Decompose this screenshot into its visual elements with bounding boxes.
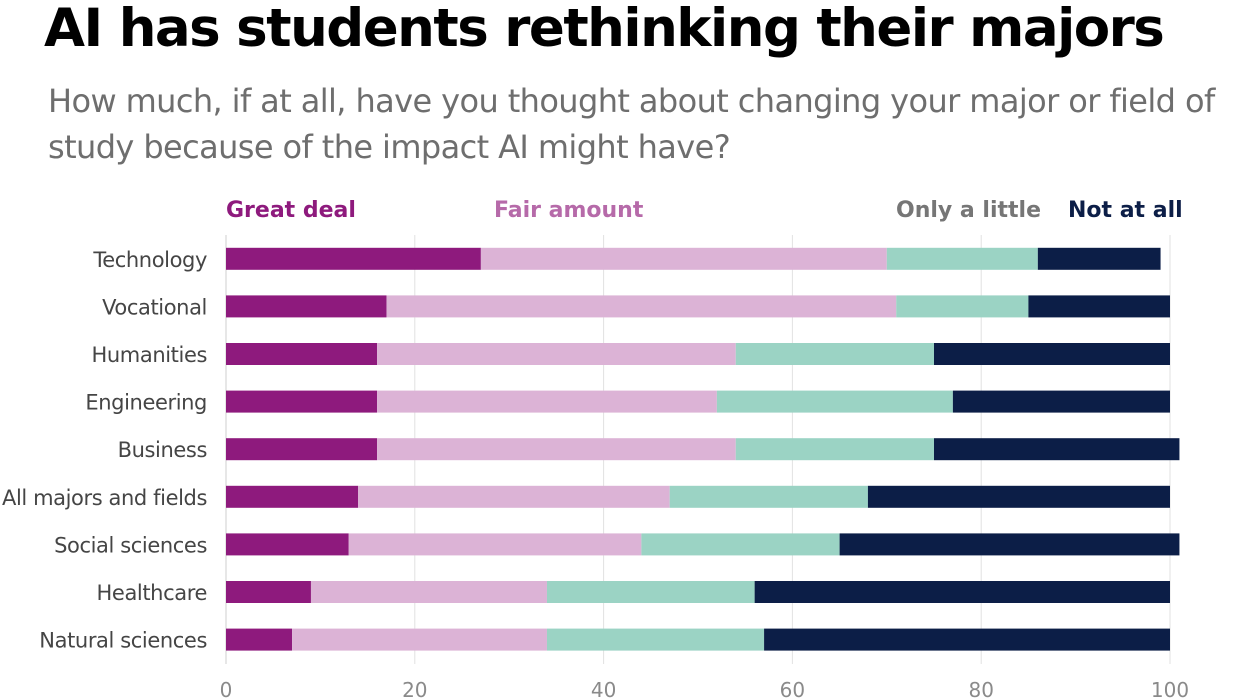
category-label: All majors and fields <box>2 486 207 510</box>
category-label: Technology <box>92 248 207 272</box>
bar-segment <box>546 628 765 651</box>
category-label: Social sciences <box>54 533 207 557</box>
bar-segment <box>377 438 736 461</box>
bar-segment <box>292 628 547 651</box>
bar-segment <box>226 628 293 651</box>
category-label: Healthcare <box>97 581 207 605</box>
bar-segment <box>934 438 1180 461</box>
bar-segment <box>226 390 378 413</box>
bar-segment <box>377 343 736 365</box>
bar-segment <box>226 295 387 318</box>
x-tick-label: 100 <box>1151 678 1189 700</box>
bar-segment <box>669 485 868 508</box>
bar-segment <box>226 343 378 365</box>
bar-segment <box>952 390 1170 413</box>
category-label: Business <box>118 438 207 462</box>
x-tick-label: 80 <box>968 678 993 700</box>
bar-segment <box>641 533 840 556</box>
category-label: Vocational <box>102 295 207 319</box>
bar-segment <box>377 390 717 413</box>
x-tick-label: 0 <box>220 678 233 700</box>
bar-segment <box>226 438 378 461</box>
bar-segment <box>348 533 642 556</box>
bar-segment <box>480 247 887 270</box>
bar-segment <box>764 628 1170 651</box>
bar-segment <box>886 247 1038 270</box>
legend-label: Only a little <box>896 198 1041 223</box>
bar-segment <box>716 390 953 413</box>
bar-segment <box>546 581 755 603</box>
bar-segment <box>896 295 1029 318</box>
bar-segment <box>867 485 1170 508</box>
bar-segment <box>1037 247 1161 270</box>
bar-segment <box>386 295 897 318</box>
chart-title: AI has students rethinking their majors <box>44 0 1165 59</box>
category-label: Natural sciences <box>39 629 207 653</box>
bar-segment <box>839 533 1180 556</box>
bar-segment <box>226 533 349 556</box>
bar-segment <box>226 247 481 270</box>
bar-segment <box>226 581 311 603</box>
legend-label: Fair amount <box>494 198 644 223</box>
x-tick-label: 40 <box>591 678 616 700</box>
x-tick-label: 60 <box>780 678 805 700</box>
bar-segment <box>934 343 1170 365</box>
category-label: Humanities <box>92 343 208 367</box>
bar-segment <box>735 438 934 461</box>
bar-segment <box>226 485 359 508</box>
chart-subtitle: How much, if at all, have you thought ab… <box>48 82 1215 166</box>
bar-segment <box>754 581 1170 603</box>
legend-label: Not at all <box>1068 198 1183 223</box>
x-tick-label: 20 <box>402 678 427 700</box>
legend-label: Great deal <box>226 198 356 223</box>
bar-segment <box>310 581 547 603</box>
bar-segment <box>735 343 934 365</box>
bar-segment <box>1028 295 1170 318</box>
category-label: Engineering <box>85 391 207 415</box>
bar-segment <box>358 485 670 508</box>
